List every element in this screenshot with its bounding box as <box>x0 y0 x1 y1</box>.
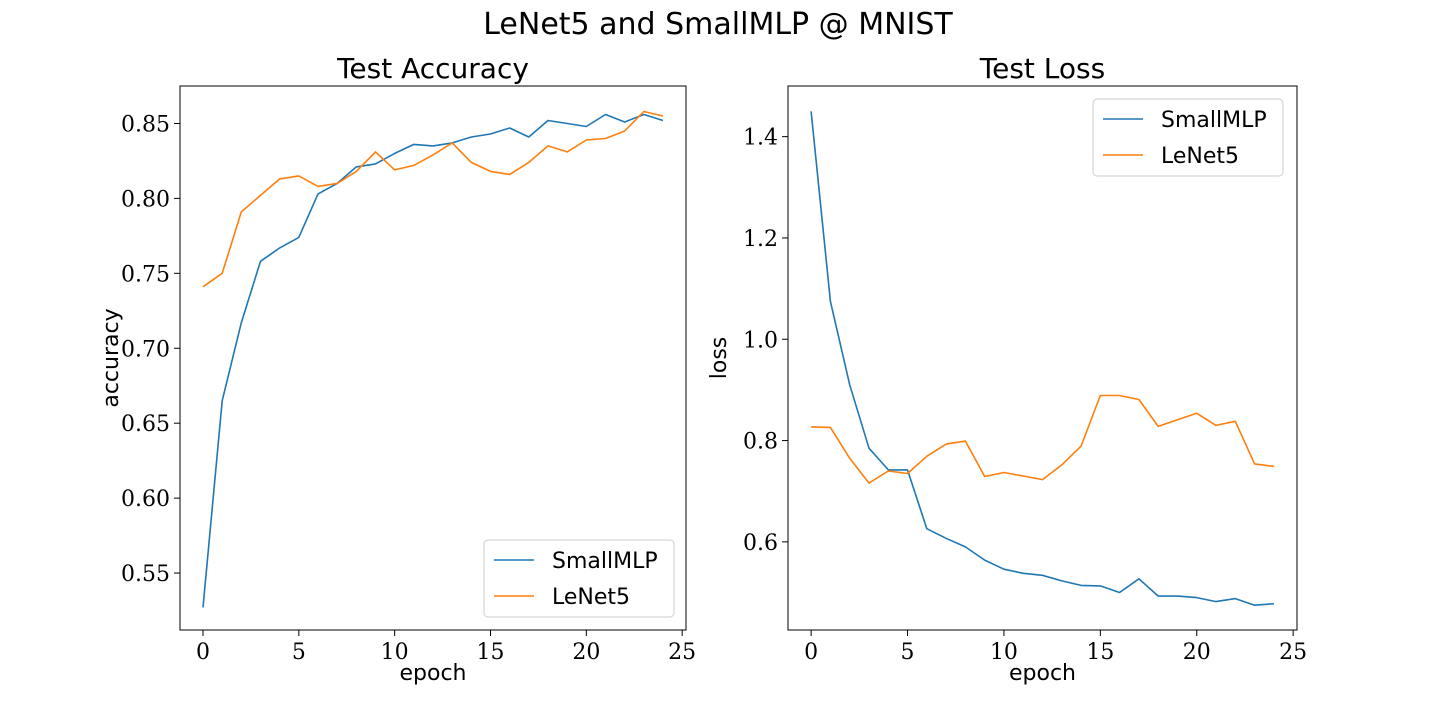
panel-title: Test Loss <box>979 52 1105 85</box>
x-tick-label: 25 <box>668 640 696 665</box>
y-tick-label: 0.60 <box>121 487 170 512</box>
plot-frame <box>179 85 687 631</box>
series-line-smallmlp <box>810 111 1274 607</box>
y-tick-label: 0.55 <box>121 562 170 587</box>
y-tick-label: 1.0 <box>743 328 778 353</box>
x-tick-label: 0 <box>196 640 210 665</box>
y-tick-label: 0.8 <box>743 430 778 455</box>
series-line-lenet5 <box>811 394 1275 484</box>
y-axis-label: loss <box>707 337 732 380</box>
accuracy-panel: Test Accuracy 0 5 10 15 20 25 0.55 0.60 0.65 0.70 0… <box>99 52 696 686</box>
x-tick-label: 15 <box>1086 640 1114 665</box>
series-line-lenet5 <box>202 110 664 288</box>
y-tick-label: 1.4 <box>743 126 778 151</box>
loss-panel: Test Loss 0 5 10 15 20 25 0.6 0.8 1.0 1.2 1.4 epoch l… <box>707 52 1307 686</box>
x-tick-label: 0 <box>804 640 818 665</box>
series-line-smallmlp <box>202 113 664 608</box>
y-tick-label: 0.70 <box>121 337 170 362</box>
x-tick-label: 25 <box>1279 640 1307 665</box>
x-tick-label: 10 <box>990 640 1018 665</box>
x-tick-label: 20 <box>1183 640 1211 665</box>
x-tick-label: 5 <box>901 640 915 665</box>
plot-frame <box>787 85 1298 631</box>
panel-title: Test Accuracy <box>336 52 529 85</box>
x-tick-label: 15 <box>477 640 505 665</box>
legend-label-lenet5: LeNet5 <box>552 585 630 610</box>
x-axis-label: epoch <box>400 661 467 686</box>
x-tick-label: 10 <box>381 640 409 665</box>
y-tick-label: 0.6 <box>743 531 778 556</box>
y-tick-label: 0.85 <box>121 112 170 137</box>
legend-label-smallmlp: SmallMLP <box>552 549 658 574</box>
legend-label-lenet5: LeNet5 <box>1161 144 1239 169</box>
y-tick-label: 0.75 <box>121 262 170 287</box>
x-tick-label: 20 <box>572 640 600 665</box>
x-tick-label: 5 <box>292 640 306 665</box>
y-tick-label: 0.80 <box>121 187 170 212</box>
y-tick-label: 1.2 <box>743 227 778 252</box>
y-tick-label: 0.65 <box>121 412 170 437</box>
figure-title: LeNet5 and SmallMLP @ MNIST <box>483 7 953 42</box>
legend-label-smallmlp: SmallMLP <box>1161 108 1267 133</box>
y-axis-label: accuracy <box>99 308 124 407</box>
x-axis-label: epoch <box>1009 661 1076 686</box>
